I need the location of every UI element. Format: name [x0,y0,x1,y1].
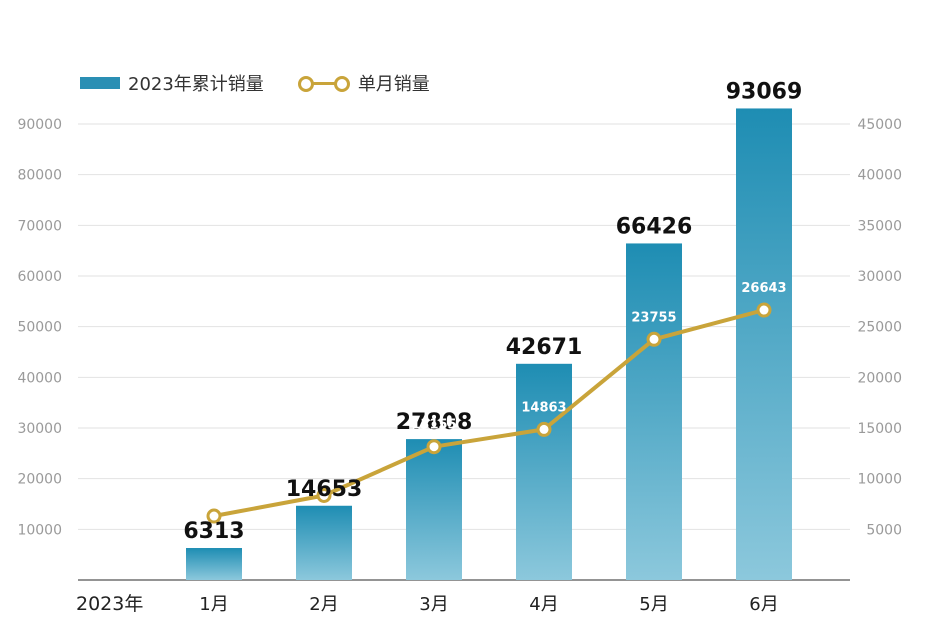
right-tick-label: 10000 [857,472,902,488]
bar-value-label: 6313 [183,519,244,544]
left-tick-label: 90000 [17,117,62,133]
x-tick-label: 1月 [199,594,228,615]
right-tick-label: 20000 [857,370,902,386]
left-tick-label: 20000 [17,472,62,488]
x-tick-label: 2月 [309,594,338,615]
legend-label-monthly: 单月销量 [357,74,430,95]
bar-value-label: 27808 [396,410,473,435]
data-labels: 6313 14653 27808 42671 66426 93069 8340 13155 14… [183,79,802,544]
grid-lines [78,123,850,530]
x-tick-label: 5月 [639,594,668,615]
left-tick-label: 80000 [17,168,62,184]
x-axis-prefix-label: 2023年 [76,593,143,615]
left-tick-label: 10000 [17,522,62,538]
right-tick-label: 15000 [857,421,902,437]
bar [186,548,242,580]
line-value-label: 13155 [411,418,456,433]
line-value-label: 14863 [521,400,566,415]
x-tick-label: 6月 [749,594,778,615]
bar [626,243,682,581]
bar [736,108,792,580]
bar-value-label: 14653 [286,477,363,502]
bar-value-label: 66426 [616,214,693,239]
x-tick-label: 3月 [419,594,448,615]
monthly-line-path [213,308,765,518]
left-tick-label: 30000 [17,421,62,437]
line-point [206,508,222,524]
legend-item-monthly: 单月销量 [297,70,430,96]
monthly-line [206,302,772,524]
bar-value-label: 93069 [726,79,803,104]
line-point [756,302,772,318]
line-value-label: 8340 [306,466,342,481]
legend-item-cumulative: 2023年累计销量 [80,70,264,96]
legend-line-swatch [297,75,350,92]
left-tick-label: 50000 [17,320,62,336]
legend-label-cumulative: 2023年累计销量 [128,74,264,95]
line-point [316,487,332,503]
right-tick-label: 5000 [866,522,902,538]
line-point [426,439,442,455]
bar-value-label: 42671 [506,335,583,360]
left-tick-label: 70000 [17,218,62,234]
right-tick-label: 25000 [857,320,902,336]
right-tick-label: 40000 [857,168,902,184]
line-point [536,421,552,437]
line-point [646,331,662,347]
right-tick-label: 35000 [857,218,902,234]
x-tick-label: 4月 [529,594,558,615]
left-tick-label: 40000 [17,370,62,386]
right-tick-label: 30000 [857,269,902,285]
line-value-label: 26643 [741,281,786,296]
bar [406,439,462,580]
bar [516,363,572,580]
line-value-label: 23755 [631,310,676,325]
legend-bar-swatch [80,77,120,89]
right-tick-label: 45000 [857,117,902,133]
legend: 2023年累计销量 单月销量 [80,70,464,96]
bar [296,505,352,580]
left-tick-label: 60000 [17,269,62,285]
bars [186,108,792,581]
